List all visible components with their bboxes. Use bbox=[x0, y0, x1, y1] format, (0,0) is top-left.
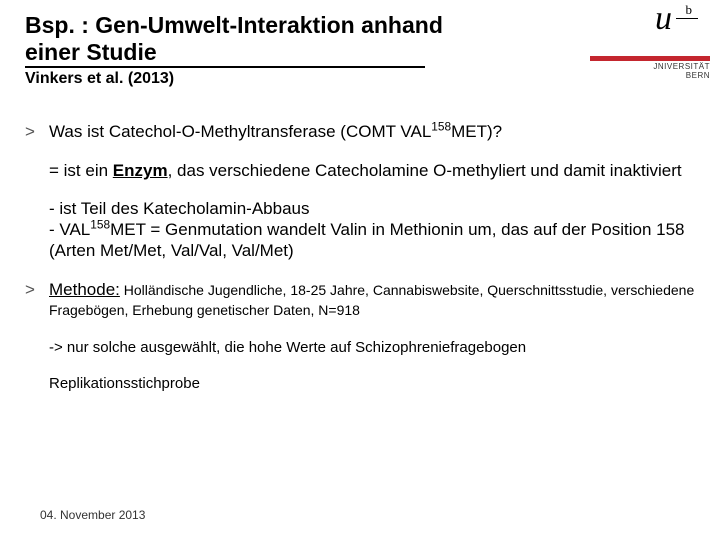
bullet-marker: > bbox=[25, 280, 49, 321]
a1-strong: Enzym bbox=[113, 161, 168, 180]
a2-l2b: MET = Genmutation wandelt Valin in Methi… bbox=[49, 220, 685, 260]
method-text: Methode: Holländische Jugendliche, 18-25… bbox=[49, 280, 695, 321]
question-row: > Was ist Catechol-O-Methyltransferase (… bbox=[25, 122, 695, 143]
title-line2: einer Studie bbox=[25, 39, 157, 65]
answer-details: - ist Teil des Katecholamin-Abbaus - VAL… bbox=[49, 199, 695, 261]
content: > Was ist Catechol-O-Methyltransferase (… bbox=[25, 122, 695, 412]
title-line1: Bsp. : Gen-Umwelt-Interaktion anhand bbox=[25, 12, 443, 38]
slide-subtitle: Vinkers et al. (2013) bbox=[25, 70, 695, 88]
method-lead: Methode: bbox=[49, 280, 120, 299]
method-details: Holländische Jugendliche, 18-25 Jahre, C… bbox=[49, 282, 694, 319]
a1-prefix: = ist ein bbox=[49, 161, 113, 180]
footer-date: 04. November 2013 bbox=[40, 508, 145, 522]
replication-note: Replikationsstichprobe bbox=[49, 375, 695, 393]
a1-rest: , das verschiedene Catecholamine O-methy… bbox=[168, 161, 682, 180]
question-text: Was ist Catechol-O-Methyltransferase (CO… bbox=[49, 122, 695, 143]
bullet-marker: > bbox=[25, 122, 49, 143]
a2-l1: - ist Teil des Katecholamin-Abbaus bbox=[49, 199, 310, 218]
slide: u b JNIVERSITÄT BERN Bsp. : Gen-Umwelt-I… bbox=[0, 0, 720, 540]
title-underline: einer Studie bbox=[25, 39, 425, 67]
header: Bsp. : Gen-Umwelt-Interaktion anhand ein… bbox=[25, 12, 695, 88]
method-row: > Methode: Holländische Jugendliche, 18-… bbox=[25, 280, 695, 321]
q-sup: 158 bbox=[431, 119, 451, 133]
q-prefix: Was ist Catechol-O-Methyltransferase (CO… bbox=[49, 122, 431, 141]
selection-note: -> nur solche ausgewählt, die hohe Werte… bbox=[49, 339, 695, 357]
slide-title: Bsp. : Gen-Umwelt-Interaktion anhand ein… bbox=[25, 12, 695, 68]
q-suffix: MET)? bbox=[451, 122, 502, 141]
a2-sup: 158 bbox=[90, 218, 110, 232]
a2-l2a: - VAL bbox=[49, 220, 90, 239]
answer-enzyme: = ist ein Enzym, das verschiedene Catech… bbox=[49, 161, 695, 182]
